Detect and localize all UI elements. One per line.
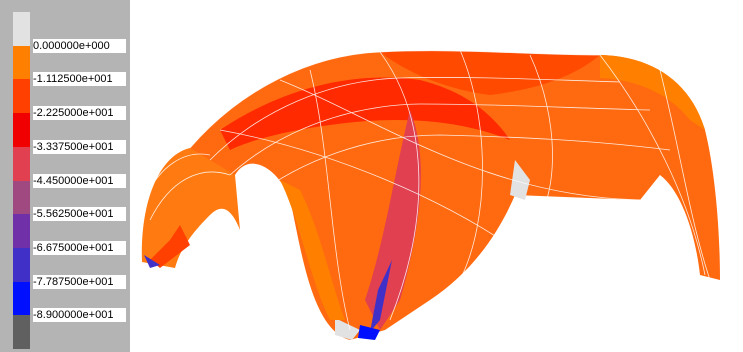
legend-swatch [13, 46, 30, 80]
legend-swatch [13, 315, 30, 349]
legend-label: -5.562500e+001 [33, 207, 126, 221]
legend-label: -3.337500e+001 [33, 140, 126, 154]
legend-label: -8.900000e+001 [33, 308, 126, 322]
legend-label: -4.450000e+001 [33, 174, 126, 188]
legend-label: -1.112500e+001 [33, 72, 126, 86]
legend-swatch [13, 282, 30, 316]
color-legend: 0.000000e+000 -1.112500e+001 -2.225000e+00… [0, 0, 130, 352]
legend-swatch [13, 113, 30, 147]
legend-swatch [13, 248, 30, 282]
page: 0.000000e+000 -1.112500e+001 -2.225000e+00… [0, 0, 743, 352]
legend-swatch [13, 79, 30, 113]
legend-label: 0.000000e+000 [33, 39, 126, 53]
vault-model [142, 50, 720, 340]
legend-label: -7.787500e+001 [33, 275, 126, 289]
legend-swatch [13, 214, 30, 248]
legend-label: -6.675000e+001 [33, 241, 126, 255]
legend-label: -2.225000e+001 [33, 106, 126, 120]
legend-swatch [13, 147, 30, 181]
legend-swatch [13, 181, 30, 215]
model-view [130, 0, 743, 352]
legend-swatch [13, 12, 30, 46]
